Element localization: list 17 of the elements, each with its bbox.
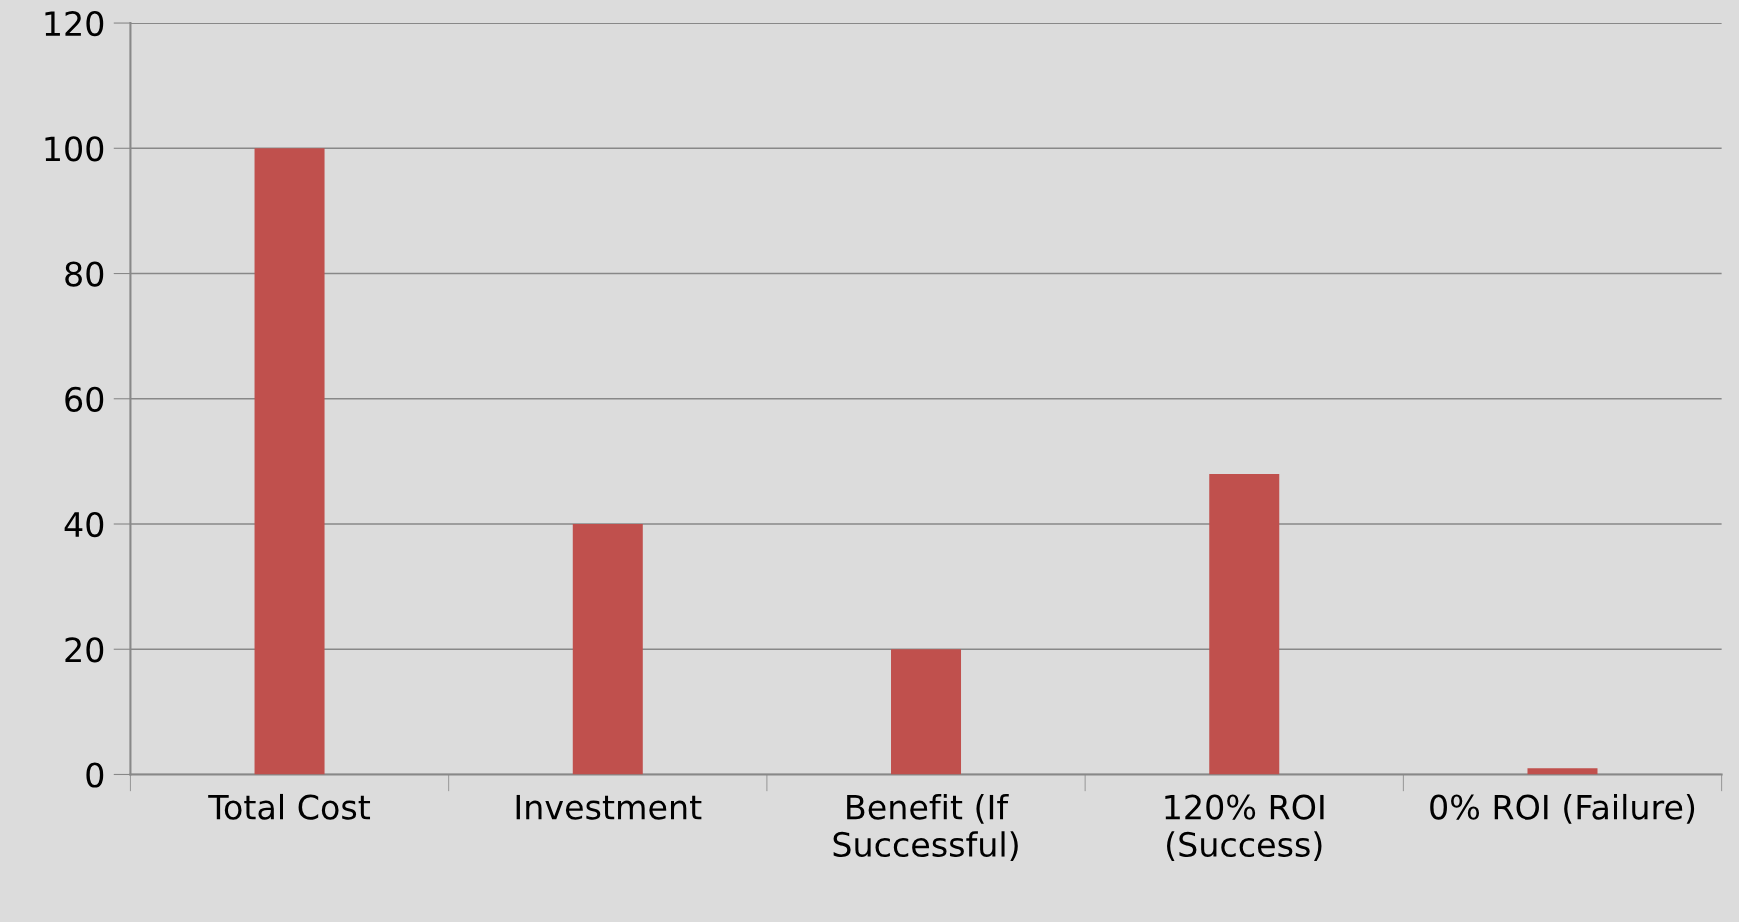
x-tick-label: 0% ROI (Failure) (1430, 793, 1695, 824)
y-tick-label: 100 (45, 136, 104, 162)
bar (1527, 768, 1598, 775)
bar (254, 148, 325, 775)
x-tick-label: 120% ROI (Success) (1165, 794, 1324, 861)
y-tick-label: 20 (65, 637, 104, 663)
y-tick-label: 40 (64, 511, 104, 538)
bar (572, 524, 643, 775)
bar (1209, 473, 1280, 775)
y-tick-label: 0 (86, 762, 104, 788)
bar (891, 649, 962, 775)
y-tick-label: 80 (65, 261, 104, 287)
x-tick-label: Investment (516, 794, 702, 820)
y-tick-label: 120 (45, 10, 104, 37)
x-tick-label: Benefit (If Successful) (833, 793, 1018, 861)
y-tick-label: 60 (65, 386, 104, 412)
x-tick-label: Total Cost (208, 793, 371, 820)
